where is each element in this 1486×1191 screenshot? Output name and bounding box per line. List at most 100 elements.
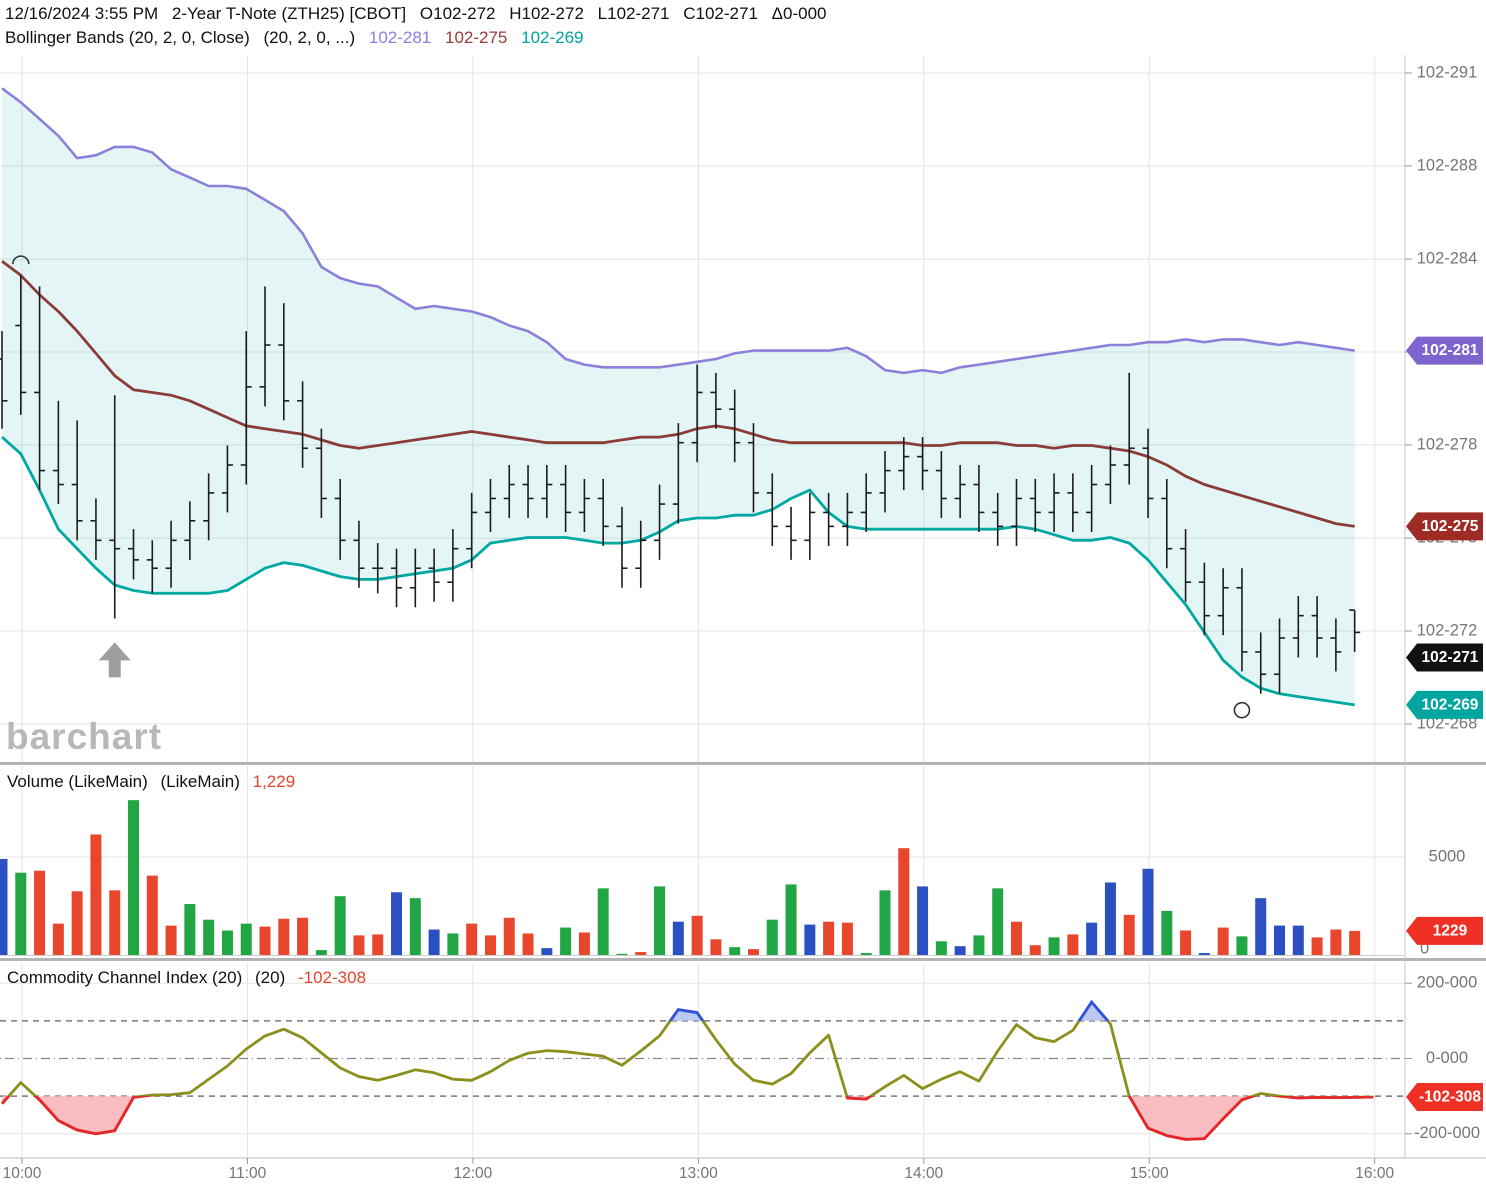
volume-badge-text: 1229 bbox=[1433, 923, 1468, 940]
volume-bar bbox=[879, 890, 891, 955]
panel-divider bbox=[0, 958, 1486, 961]
arc-marker bbox=[11, 255, 30, 265]
volume-bar bbox=[597, 888, 609, 955]
price-badge-0-text: 102-281 bbox=[1422, 342, 1479, 359]
volume-bar bbox=[297, 917, 309, 955]
bollinger-upper-value: 102-281 bbox=[368, 28, 432, 47]
price-axis-label: 102-278 bbox=[1417, 435, 1478, 453]
volume-bar bbox=[578, 932, 590, 955]
volume-axis-label: 0 bbox=[1420, 939, 1429, 957]
bollinger-study-label: Bollinger Bands (20, 2, 0, Close) bbox=[5, 28, 250, 47]
volume-bar bbox=[541, 948, 553, 955]
volume-bar bbox=[1311, 937, 1323, 955]
volume-bar bbox=[823, 921, 835, 955]
bollinger-legend: Bollinger Bands (20, 2, 0, Close) (20, 2… bbox=[5, 28, 593, 48]
volume-bar bbox=[691, 915, 703, 955]
volume-bar bbox=[973, 935, 985, 955]
volume-bar bbox=[165, 925, 177, 955]
volume-bar bbox=[391, 892, 403, 955]
volume-bar bbox=[841, 922, 853, 955]
price-badge-2-shape bbox=[1406, 643, 1483, 672]
volume-bar bbox=[935, 941, 947, 955]
volume-bar bbox=[654, 886, 666, 955]
volume-bar bbox=[372, 934, 384, 955]
volume-bar bbox=[1086, 922, 1098, 955]
volume-bar bbox=[315, 950, 327, 955]
title-datetime: 12/16/2024 3:55 PM bbox=[5, 4, 159, 23]
volume-bar bbox=[616, 953, 628, 955]
volume-title-label: Volume (LikeMain) bbox=[7, 772, 148, 791]
volume-current-value: 1,229 bbox=[252, 772, 296, 791]
time-axis-label: 13:00 bbox=[679, 1165, 718, 1182]
time-axis-label: 12:00 bbox=[454, 1165, 493, 1182]
volume-bar bbox=[90, 834, 102, 955]
volume-bar bbox=[128, 800, 140, 955]
cci-axis-label: -200-000 bbox=[1414, 1124, 1480, 1142]
volume-bar bbox=[1236, 936, 1248, 955]
volume-bar bbox=[917, 886, 929, 955]
cci-axis-label: 0-000 bbox=[1426, 1049, 1468, 1067]
price-axis-label: 102-291 bbox=[1417, 63, 1478, 81]
volume-bar bbox=[1180, 930, 1192, 955]
title-instrument: 2-Year T-Note (ZTH25) [CBOT] bbox=[171, 4, 407, 23]
volume-bar bbox=[278, 918, 290, 955]
cci-panel-title: Commodity Channel Index (20) (20) -102-3… bbox=[7, 968, 374, 988]
ohlc-bars bbox=[0, 275, 1361, 694]
volume-bar bbox=[484, 935, 496, 955]
price-axis-label: 102-284 bbox=[1417, 249, 1478, 267]
volume-bar bbox=[409, 898, 421, 955]
volume-bar bbox=[954, 946, 966, 955]
volume-bar bbox=[353, 935, 365, 955]
volume-bar bbox=[221, 930, 233, 955]
title-low: L102-271 bbox=[597, 4, 670, 23]
volume-bar bbox=[466, 923, 478, 955]
volume-bar bbox=[52, 923, 64, 955]
volume-bar bbox=[1010, 921, 1022, 955]
title-change: Δ0-000 bbox=[771, 4, 827, 23]
volume-bar bbox=[860, 953, 872, 955]
volume-bar bbox=[747, 949, 759, 955]
price-badge-3-shape bbox=[1406, 690, 1483, 719]
volume-bar bbox=[1142, 868, 1154, 955]
volume-bar bbox=[560, 927, 572, 955]
cci-line-overbought bbox=[668, 999, 1110, 1021]
panel-divider bbox=[0, 762, 1486, 765]
title-open: O102-272 bbox=[419, 4, 496, 23]
volume-bar bbox=[1123, 914, 1135, 955]
volume-bar bbox=[146, 875, 158, 955]
price-badge-2-text: 102-271 bbox=[1422, 649, 1479, 666]
time-axis-label: 11:00 bbox=[229, 1165, 267, 1182]
volume-bar bbox=[1104, 882, 1116, 955]
volume-bar bbox=[1292, 925, 1304, 955]
cci-oversold-fill bbox=[2, 1096, 1374, 1140]
bollinger-upper-line bbox=[1, 87, 1355, 375]
volume-bar bbox=[1029, 945, 1041, 955]
volume-bar bbox=[1067, 934, 1079, 955]
cci-title-params: (20) bbox=[255, 968, 286, 987]
volume-bar bbox=[785, 884, 797, 955]
volume-bar bbox=[203, 919, 215, 955]
volume-bar bbox=[1330, 929, 1342, 955]
volume-bar bbox=[522, 933, 534, 955]
volume-badge-shape bbox=[1406, 916, 1483, 945]
volume-bar bbox=[109, 890, 121, 955]
cci-line-oversold bbox=[0, 1096, 1374, 1141]
volume-bar bbox=[1349, 930, 1361, 955]
volume-bar bbox=[1198, 953, 1210, 955]
volume-bar bbox=[503, 917, 515, 955]
volume-bar bbox=[259, 926, 271, 955]
volume-panel-title: Volume (LikeMain) (LikeMain) 1,229 bbox=[7, 772, 303, 792]
cci-badge-text: -102-308 bbox=[1419, 1089, 1481, 1106]
volume-bar bbox=[672, 921, 684, 955]
volume-bar bbox=[1274, 925, 1286, 955]
price-axis-label: 102-288 bbox=[1417, 156, 1478, 174]
price-axis-label: 102-272 bbox=[1417, 621, 1478, 639]
bollinger-lower-value: 102-269 bbox=[521, 28, 584, 47]
time-axis-label: 15:00 bbox=[1130, 1165, 1169, 1182]
time-axis-label: 16:00 bbox=[1355, 1165, 1394, 1182]
volume-bar bbox=[1048, 937, 1060, 955]
volume-bar bbox=[1217, 927, 1229, 955]
volume-bar bbox=[184, 904, 196, 955]
